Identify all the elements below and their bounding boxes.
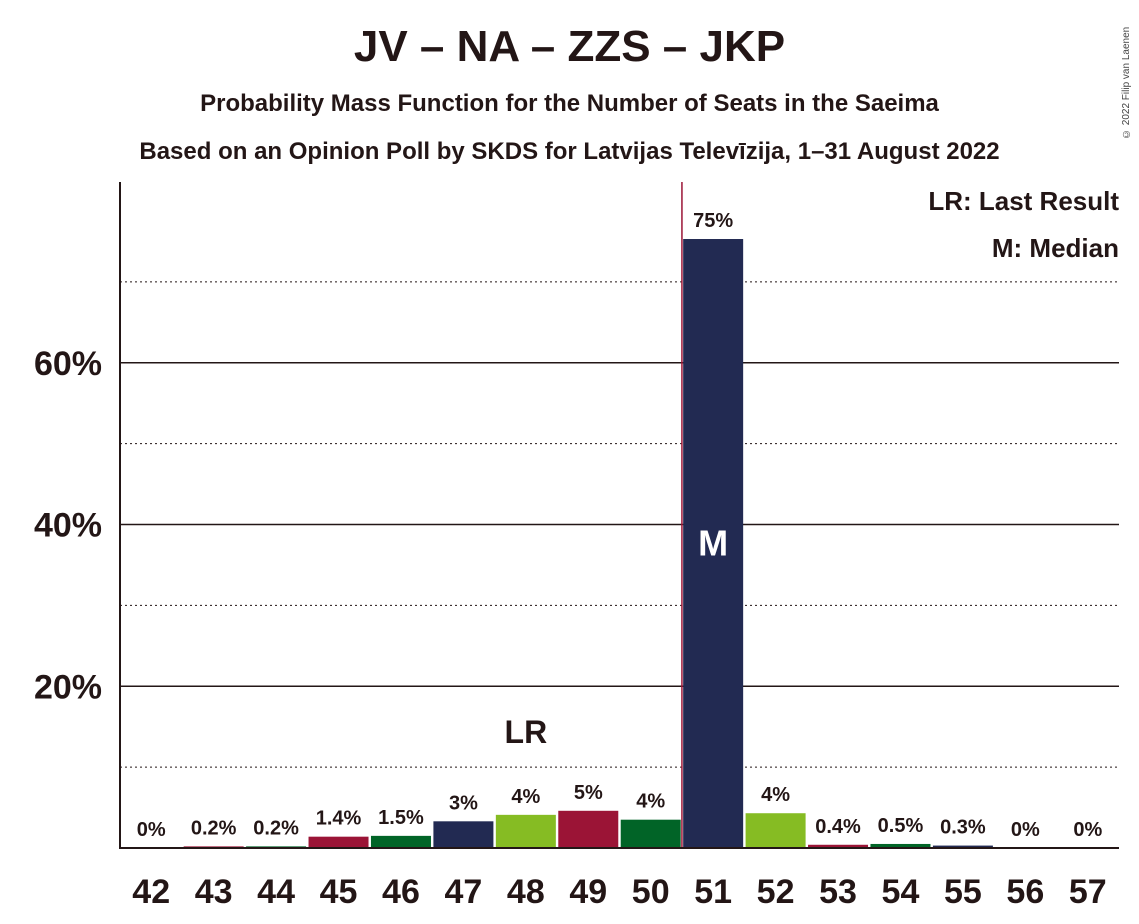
x-tick-label: 43: [195, 873, 233, 911]
bar-seat-55: [932, 845, 993, 848]
bar-seat-53: [808, 844, 869, 848]
bar-seat-47: [433, 821, 494, 848]
x-tick-label: 42: [132, 873, 170, 911]
x-tick-label: 55: [944, 873, 982, 911]
bar-seat-52: [745, 813, 806, 848]
bar-value-label: 5%: [574, 782, 603, 804]
x-tick-label: 47: [444, 873, 482, 911]
bar-value-label: 0.4%: [815, 816, 861, 838]
chart-subtitle: Probability Mass Function for the Number…: [200, 90, 939, 117]
x-tick-label: 49: [569, 873, 607, 911]
bar-value-label: 0%: [1011, 819, 1040, 841]
x-tick-label: 53: [819, 873, 857, 911]
bar-seat-45: [308, 836, 369, 848]
bar-value-label: 0%: [1073, 819, 1102, 841]
x-tick-label: 50: [632, 873, 670, 911]
bar-value-label: 4%: [761, 784, 790, 806]
median-marker: M: [698, 523, 728, 564]
y-tick-label: 20%: [34, 668, 102, 706]
bar-seat-46: [370, 835, 431, 848]
chart-title: JV – NA – ZZS – JKP: [353, 22, 786, 71]
bar-seat-49: [558, 810, 619, 848]
x-tick-label: 44: [257, 873, 295, 911]
bar-value-label: 0.5%: [878, 815, 924, 837]
bar-value-label: 4%: [636, 791, 665, 813]
x-tick-label: 52: [757, 873, 795, 911]
bar-value-label: 0%: [137, 819, 166, 841]
bar-value-label: 3%: [449, 792, 478, 814]
bar-value-label: 1.4%: [316, 808, 362, 830]
bar-value-label: 75%: [693, 210, 733, 232]
bar-value-label: 0.3%: [940, 817, 986, 839]
bar-value-label: 0.2%: [191, 817, 237, 839]
bar-value-label: 1.5%: [378, 807, 424, 829]
x-tick-label: 56: [1006, 873, 1044, 911]
bar-seat-54: [870, 843, 931, 848]
last-result-marker: LR: [505, 714, 548, 750]
chart-subtitle-source: Based on an Opinion Poll by SKDS for Lat…: [139, 138, 1000, 165]
bar-seat-51: [683, 239, 744, 849]
legend-last-result: LR: Last Result: [928, 186, 1119, 216]
x-tick-label: 45: [320, 873, 358, 911]
bar-seat-48: [495, 814, 556, 848]
x-tick-label: 54: [882, 873, 920, 911]
y-tick-label: 60%: [34, 345, 102, 383]
legend-median: M: Median: [991, 233, 1119, 263]
bar-seat-50: [620, 819, 681, 848]
x-tick-label: 46: [382, 873, 420, 911]
bar-value-label: 4%: [511, 786, 540, 808]
x-tick-label: 51: [694, 873, 732, 911]
x-tick-label: 48: [507, 873, 545, 911]
bar-value-label: 0.2%: [253, 817, 299, 839]
x-tick-label: 57: [1069, 873, 1107, 911]
y-tick-label: 40%: [34, 507, 102, 545]
